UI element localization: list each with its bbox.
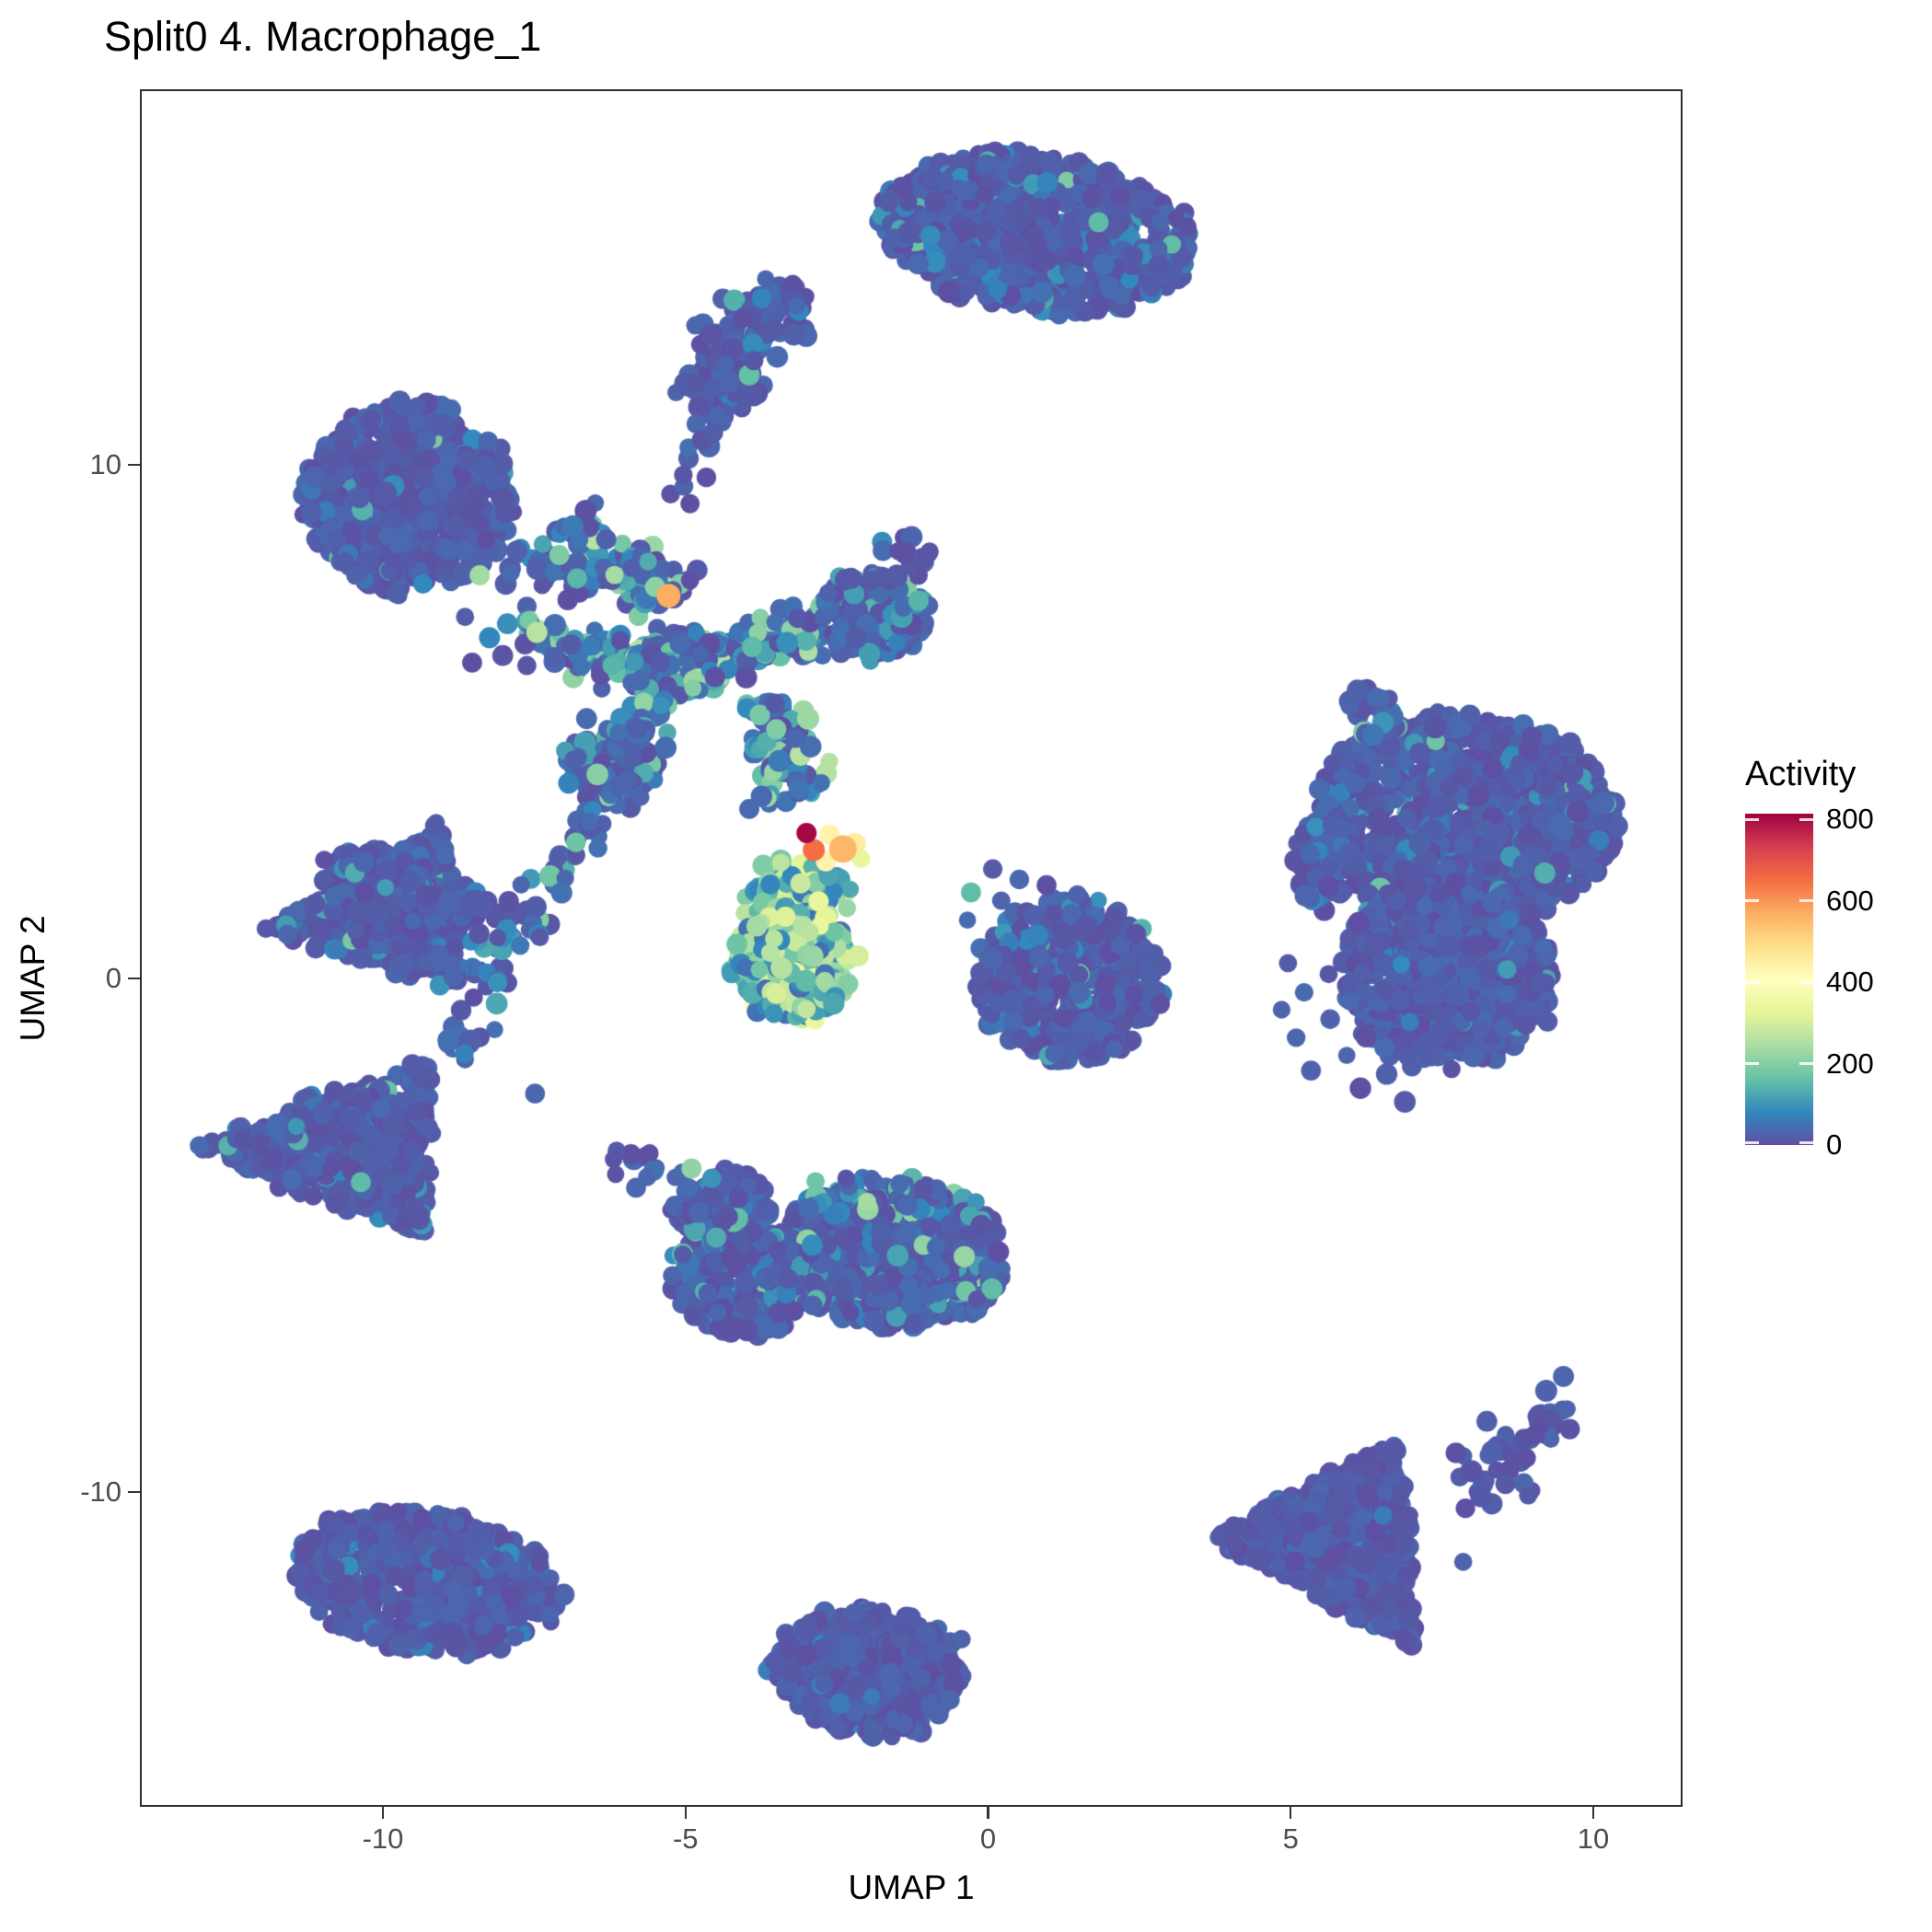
x-axis-label: UMAP 1: [848, 1868, 975, 1906]
y-tick-mark: [128, 463, 140, 467]
colorbar-tick-label: 600: [1826, 884, 1874, 917]
y-tick-label: 10: [89, 448, 121, 480]
plot-title: Split0 4. Macrophage_1: [104, 13, 542, 60]
colorbar-tick-mark: [1799, 817, 1813, 821]
colorbar-tick-mark: [1745, 899, 1759, 902]
x-tick-mark: [684, 1807, 687, 1819]
y-tick-mark: [128, 977, 140, 980]
colorbar-tick-mark: [1745, 1062, 1759, 1065]
x-tick-label: 0: [979, 1822, 997, 1855]
y-tick-label: -10: [80, 1475, 121, 1508]
x-tick-label: 10: [1577, 1822, 1610, 1855]
plot-panel: [140, 89, 1683, 1807]
colorbar-tick-mark: [1745, 1140, 1759, 1144]
colorbar-tick-mark: [1799, 899, 1813, 902]
colorbar-tick-mark: [1799, 1140, 1813, 1144]
colorbar-tick-mark: [1745, 980, 1759, 984]
legend-colorbar: [1745, 814, 1813, 1145]
x-tick-mark: [381, 1807, 385, 1819]
colorbar-tick-mark: [1745, 817, 1759, 821]
y-tick-label: 0: [105, 962, 121, 994]
colorbar-tick-label: 800: [1826, 803, 1874, 835]
y-tick-mark: [128, 1490, 140, 1494]
colorbar-tick-label: 200: [1826, 1047, 1874, 1080]
colorbar-tick-label: 400: [1826, 966, 1874, 998]
colorbar-tick-mark: [1799, 1062, 1813, 1065]
legend-title: Activity: [1745, 755, 1857, 793]
colorbar-tick-label: 0: [1826, 1128, 1843, 1161]
colorbar-tick-mark: [1799, 980, 1813, 984]
x-tick-mark: [987, 1807, 989, 1819]
y-axis-label: UMAP 2: [14, 915, 52, 1042]
x-tick-mark: [1290, 1807, 1292, 1819]
x-tick-label: 5: [1282, 1822, 1299, 1855]
x-tick-label: -10: [362, 1822, 404, 1855]
x-tick-mark: [1591, 1807, 1595, 1819]
scatter-canvas: [140, 89, 1683, 1807]
x-tick-label: -5: [672, 1822, 699, 1855]
